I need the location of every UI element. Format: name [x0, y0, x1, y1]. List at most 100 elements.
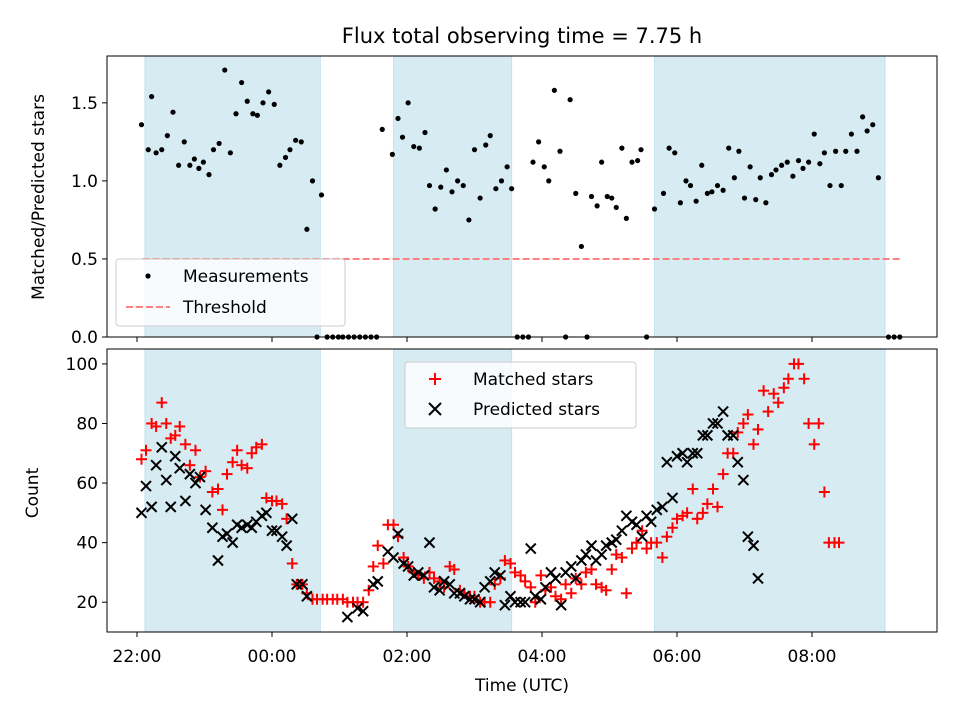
measurement-point — [216, 140, 222, 147]
chart-title: Flux total observing time = 7.75 h — [342, 24, 702, 48]
measurement-point — [443, 167, 449, 173]
matched-stars-point — [136, 453, 147, 465]
matched-stars-point — [631, 537, 642, 549]
predicted-stars-point — [595, 548, 608, 561]
measurement-point — [250, 111, 256, 117]
measurement-point — [784, 159, 790, 165]
predicted-stars-points — [135, 405, 764, 623]
matched-stars-point — [184, 459, 196, 471]
predicted-stars-point — [135, 507, 148, 519]
predicted-stars-point — [165, 501, 177, 513]
matched-stars-point — [372, 540, 384, 552]
measurement-point — [309, 178, 316, 184]
matched-stars-point — [484, 596, 496, 608]
measurement-point — [848, 131, 854, 137]
predicted-stars-point — [341, 611, 354, 623]
measurement-point — [145, 147, 151, 153]
matched-stars-point — [590, 578, 602, 590]
measurement-point — [460, 182, 466, 189]
matched-stars-point — [428, 572, 440, 584]
measurement-point — [293, 137, 299, 143]
measurement-point — [666, 145, 672, 151]
bottom-panel: 20 40 60 80 100 22:00 00:00 02:00 04:00 06:00 08:… — [23, 348, 938, 696]
measurement-point — [200, 159, 206, 165]
measurement-point — [806, 159, 812, 165]
predicted-stars-point — [666, 492, 679, 504]
matched-stars-point — [620, 587, 632, 599]
measurement-point — [176, 162, 182, 168]
predicted-stars-point — [580, 548, 592, 561]
matched-stars-point — [221, 468, 233, 480]
matched-stars-point — [550, 590, 561, 602]
predicted-stars-point — [145, 501, 158, 513]
measurement-point — [757, 175, 763, 181]
x-tick-label-22-00: 22:00 — [113, 647, 162, 667]
matched-stars-point — [651, 537, 663, 549]
predicted-stars-point — [189, 477, 202, 489]
predicted-stars-point — [484, 575, 496, 588]
measurement-point — [817, 161, 823, 167]
measurement-point — [210, 147, 217, 153]
matched-stars-point — [250, 441, 262, 453]
predicted-stars-point — [565, 560, 577, 573]
matched-stars-point — [616, 552, 628, 564]
matched-stars-point — [610, 549, 622, 561]
bottom-y-tick-label: 20 — [76, 593, 98, 613]
predicted-stars-point — [174, 462, 186, 474]
predicted-stars-point — [535, 593, 547, 605]
x-tick-label-00-00: 00:00 — [248, 647, 297, 667]
matched-stars-point — [509, 566, 521, 578]
predicted-stars-point — [691, 447, 703, 459]
predicted-stars-point — [458, 590, 471, 602]
bottom-y-tick-label: 60 — [76, 474, 98, 494]
measurement-point — [779, 162, 785, 168]
predicted-stars-point — [206, 522, 219, 534]
predicted-stars-point — [717, 405, 729, 418]
measurement-point — [594, 203, 600, 209]
measurement-point — [170, 109, 176, 115]
matched-stars-point — [179, 438, 191, 450]
predicted-stars-point — [697, 429, 709, 442]
matched-stars-point — [150, 420, 162, 432]
predicted-stars-point — [412, 566, 424, 579]
predicted-stars-point — [525, 542, 537, 555]
measurement-point — [206, 172, 212, 178]
measurement-point — [260, 100, 266, 106]
predicted-stars-point — [226, 536, 239, 549]
measurement-point — [741, 195, 748, 201]
measurement-point — [609, 195, 615, 201]
measurement-point — [399, 134, 406, 140]
predicted-stars-point — [519, 596, 531, 608]
legend-predicted-label: Predicted stars — [473, 400, 600, 420]
matched-stars-point — [636, 525, 648, 537]
predicted-stars-point — [418, 569, 430, 582]
matched-stars-point — [241, 462, 253, 474]
matched-stars-point — [691, 513, 703, 525]
predicted-stars-point — [464, 593, 476, 605]
measurement-point — [763, 200, 769, 206]
predicted-stars-point — [585, 539, 598, 552]
matched-stars-point — [798, 373, 810, 385]
top-y-tick-label: 1.5 — [71, 94, 98, 114]
matched-stars-point — [565, 587, 577, 599]
measurement-point — [541, 164, 547, 170]
measurement-point — [699, 162, 705, 168]
matched-stars-point — [626, 543, 638, 555]
matched-stars-point — [367, 560, 379, 572]
measurement-point — [504, 164, 510, 170]
measurement-point — [687, 182, 694, 189]
matched-stars-point — [641, 543, 653, 555]
top-panel: 0.0 0.5 1.0 1.5 Matched/Predicted stars Mea… — [29, 55, 938, 348]
measurement-point — [405, 100, 411, 106]
measurement-point — [747, 164, 753, 170]
measurement-point — [567, 97, 573, 103]
predicted-stars-point — [246, 522, 258, 534]
measurement-point — [683, 178, 689, 184]
top-y-axis: 0.0 0.5 1.0 1.5 — [71, 94, 107, 348]
measurement-point — [196, 165, 202, 171]
predicted-stars-point — [266, 525, 278, 537]
matched-stars-point — [758, 385, 770, 397]
matched-stars-point — [227, 456, 239, 468]
matched-stars-point — [600, 584, 612, 596]
matched-stars-point — [256, 438, 268, 450]
